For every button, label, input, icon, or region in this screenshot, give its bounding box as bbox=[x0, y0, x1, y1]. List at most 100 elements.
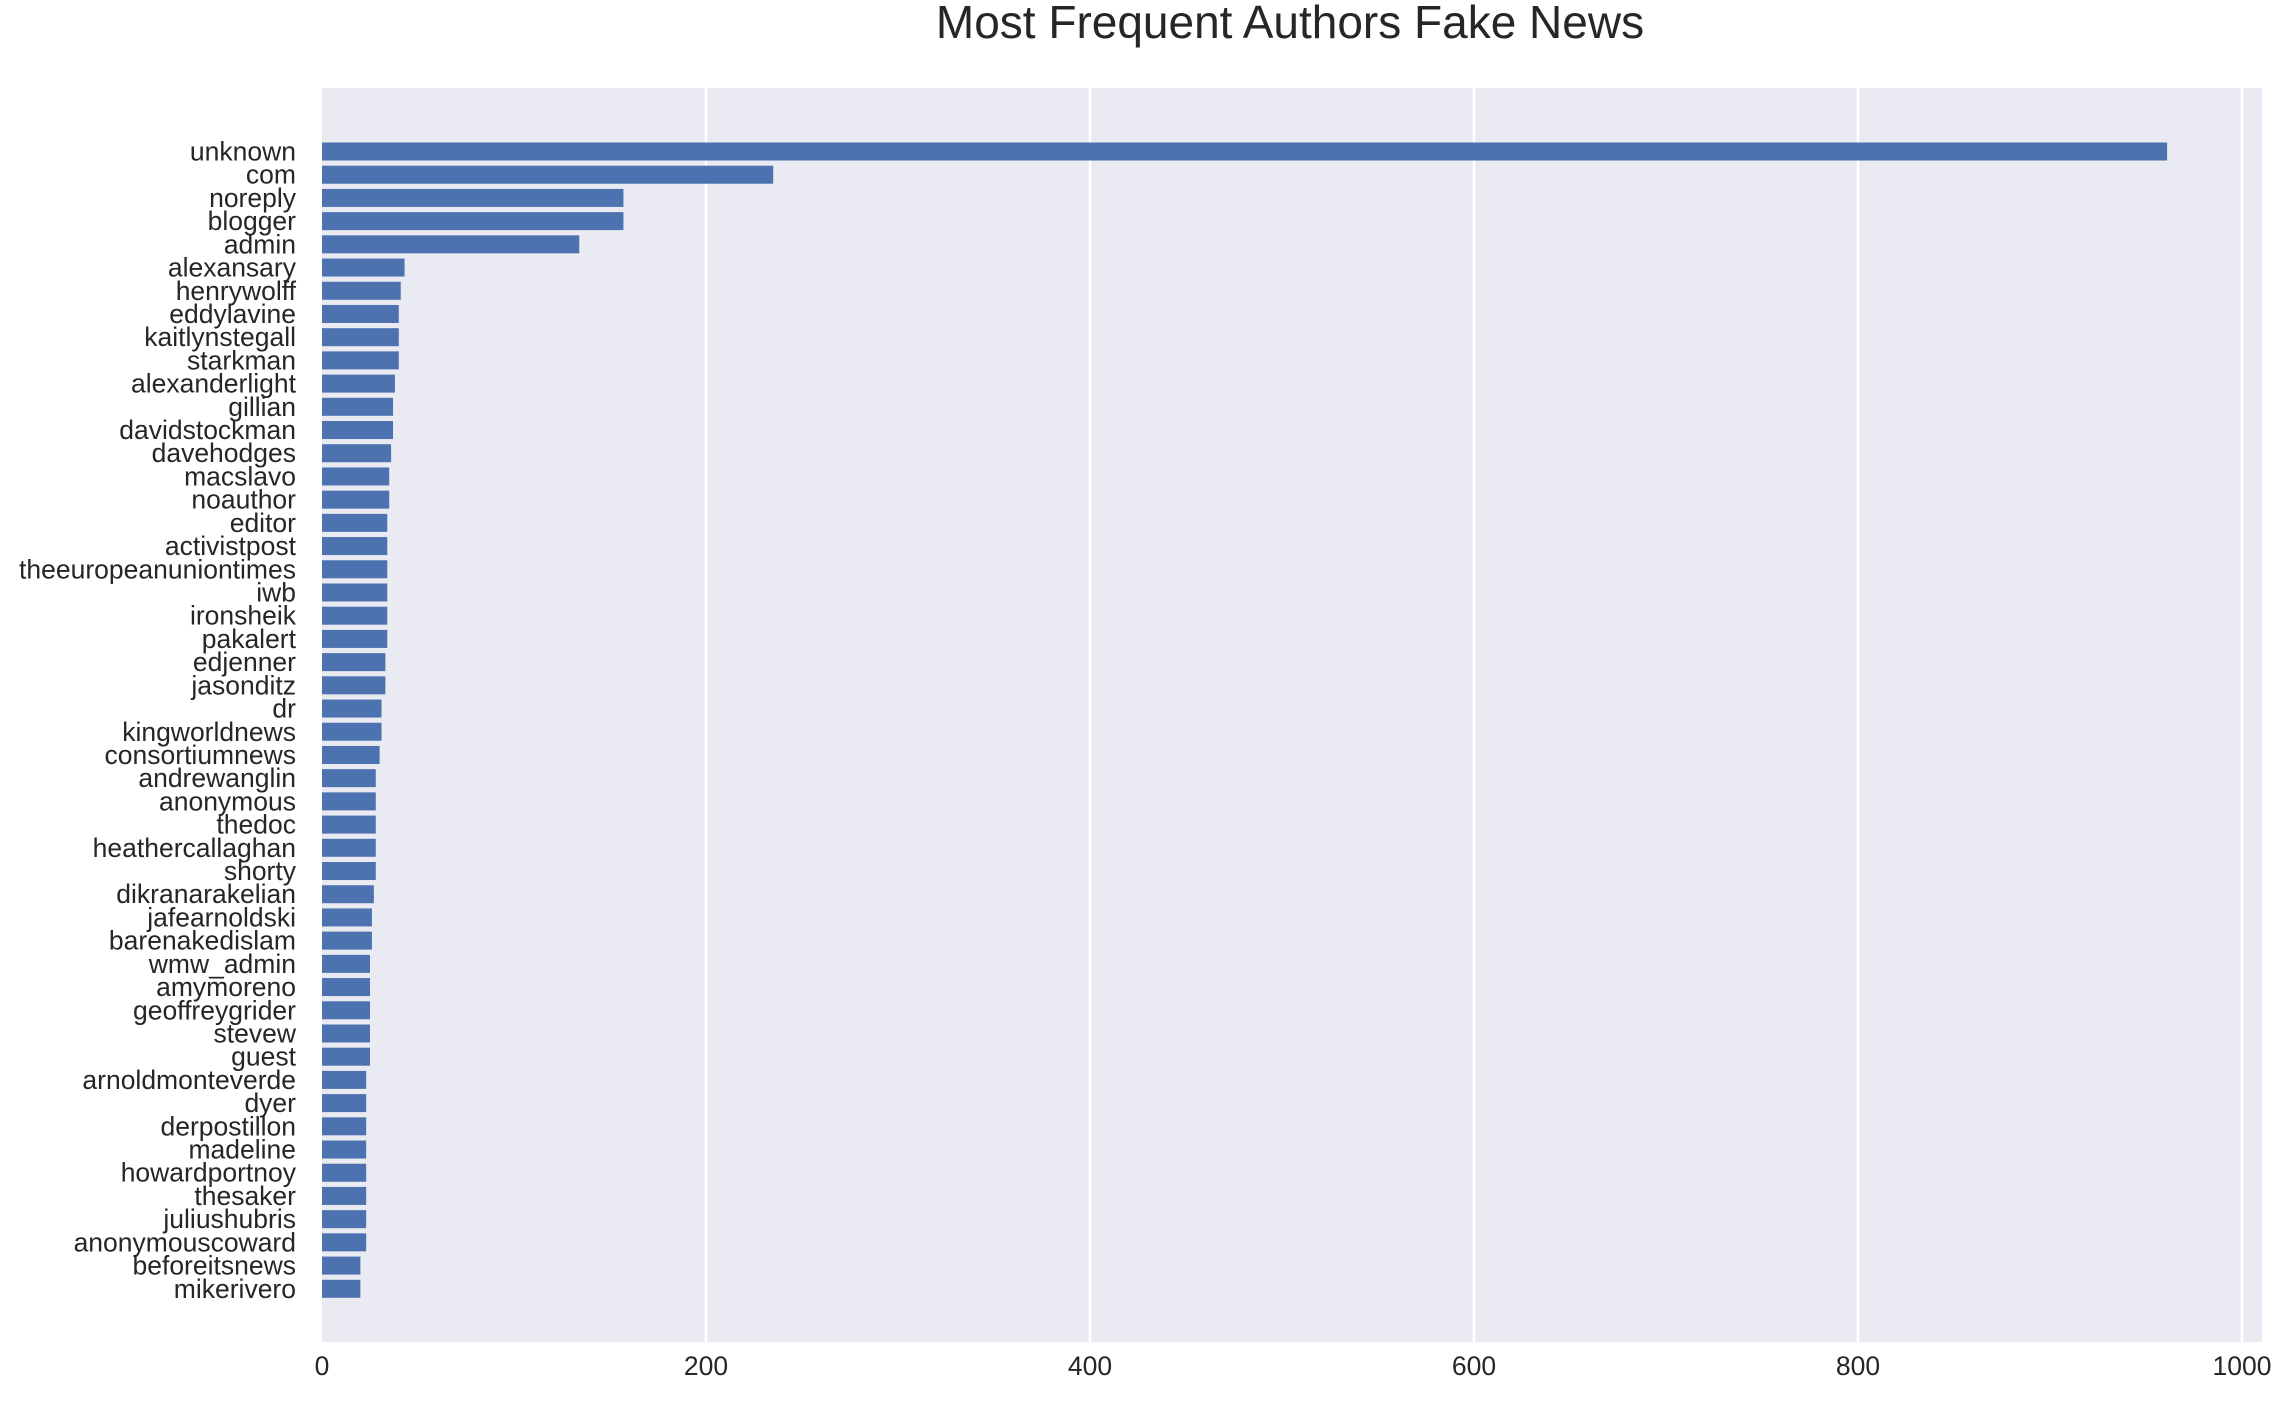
bar-jasonditz bbox=[322, 676, 386, 695]
category-label: barenakedislam bbox=[109, 926, 296, 956]
x-tick-label: 0 bbox=[315, 1351, 330, 1381]
chart-title: Most Frequent Authors Fake News bbox=[936, 0, 1644, 48]
category-label: unknown bbox=[190, 137, 296, 167]
bar-com bbox=[322, 165, 774, 184]
bar-beforeitsnews bbox=[322, 1256, 361, 1275]
category-label: davehodges bbox=[152, 438, 296, 468]
category-label: thesaker bbox=[194, 1181, 296, 1211]
category-label: kaitlynstegall bbox=[144, 322, 296, 352]
category-label: geoffreygrider bbox=[133, 995, 296, 1025]
category-label: guest bbox=[231, 1042, 296, 1072]
category-label: editor bbox=[230, 508, 296, 538]
bar-editor bbox=[322, 513, 388, 532]
category-label: eddylavine bbox=[169, 299, 296, 329]
bar-alexanderlight bbox=[322, 374, 395, 393]
category-label: consortiumnews bbox=[105, 740, 296, 770]
bar-wmw_admin bbox=[322, 954, 370, 973]
bar-jafearnoldski bbox=[322, 908, 372, 927]
x-tick-label: 800 bbox=[1836, 1351, 1880, 1381]
bar-anonymouscoward bbox=[322, 1233, 367, 1252]
bar-noreply bbox=[322, 188, 624, 207]
bar-davehodges bbox=[322, 444, 392, 463]
category-label: iwb bbox=[256, 577, 296, 607]
x-tick-label: 400 bbox=[1068, 1351, 1112, 1381]
category-label: dr bbox=[272, 694, 296, 724]
category-label: stevew bbox=[214, 1018, 297, 1048]
category-label: edjenner bbox=[193, 647, 296, 677]
bar-dikranarakelian bbox=[322, 885, 374, 904]
category-label: pakalert bbox=[202, 624, 297, 654]
category-label: alexanderlight bbox=[131, 369, 297, 399]
bar-ironsheik bbox=[322, 606, 388, 625]
bar-geoffreygrider bbox=[322, 1001, 370, 1020]
bar-macslavo bbox=[322, 467, 390, 486]
grid-lines bbox=[704, 88, 2244, 1342]
category-label: madeline bbox=[188, 1135, 296, 1165]
bar-iwb bbox=[322, 583, 388, 602]
category-label: ironsheik bbox=[190, 601, 297, 631]
bar-dr bbox=[322, 699, 382, 718]
category-label: activistpost bbox=[165, 531, 297, 561]
x-tick-label: 200 bbox=[684, 1351, 728, 1381]
category-label: derpostillon bbox=[160, 1111, 296, 1141]
category-label: alexansary bbox=[168, 253, 297, 283]
bar-mikerivero bbox=[322, 1279, 361, 1298]
bar-admin bbox=[322, 235, 580, 254]
category-label: dyer bbox=[244, 1088, 296, 1118]
category-label: theeuropeanuniontimes bbox=[19, 554, 296, 584]
category-label: amymoreno bbox=[156, 972, 296, 1002]
bar-stevew bbox=[322, 1024, 370, 1043]
category-label: anonymous bbox=[159, 786, 296, 816]
x-tick-label: 1000 bbox=[2213, 1351, 2272, 1381]
bar-howardportnoy bbox=[322, 1163, 367, 1182]
bar-juliushubris bbox=[322, 1210, 367, 1229]
category-label: howardportnoy bbox=[121, 1158, 297, 1188]
category-label: shorty bbox=[224, 856, 297, 886]
bars bbox=[322, 142, 2168, 1298]
bar-consortiumnews bbox=[322, 745, 380, 764]
bar-thedoc bbox=[322, 815, 376, 834]
bar-anonymous bbox=[322, 792, 376, 811]
bar-theeuropeanuniontimes bbox=[322, 560, 388, 579]
bar-amymoreno bbox=[322, 978, 370, 997]
category-label: beforeitsnews bbox=[132, 1251, 296, 1281]
bar-shorty bbox=[322, 862, 376, 881]
bar-edjenner bbox=[322, 653, 386, 672]
category-label: andrewanglin bbox=[138, 763, 296, 793]
bar-kingworldnews bbox=[322, 722, 382, 741]
category-label: dikranarakelian bbox=[116, 879, 296, 909]
bar-kaitlynstegall bbox=[322, 328, 399, 347]
category-labels: unknowncomnoreplybloggeradminalexansaryh… bbox=[19, 137, 297, 1304]
bar-alexansary bbox=[322, 258, 405, 277]
bar-andrewanglin bbox=[322, 769, 376, 788]
bar-noauthor bbox=[322, 490, 390, 509]
category-label: thedoc bbox=[216, 810, 296, 840]
bar-gillian bbox=[322, 397, 394, 416]
category-label: com bbox=[246, 160, 296, 190]
bar-pakalert bbox=[322, 629, 388, 648]
bar-derpostillon bbox=[322, 1117, 367, 1136]
bar-madeline bbox=[322, 1140, 367, 1159]
bar-unknown bbox=[322, 142, 2168, 161]
category-label: arnoldmonteverde bbox=[82, 1065, 296, 1095]
category-label: blogger bbox=[208, 206, 297, 236]
bar-activistpost bbox=[322, 537, 388, 556]
category-label: mikerivero bbox=[174, 1274, 296, 1304]
category-label: macslavo bbox=[184, 461, 296, 491]
category-label: henrywolff bbox=[176, 276, 297, 306]
category-label: jasonditz bbox=[190, 670, 296, 700]
category-label: wmw_admin bbox=[148, 949, 296, 979]
category-label: heathercallaghan bbox=[93, 833, 296, 863]
plot-area bbox=[322, 88, 2262, 1342]
category-label: noauthor bbox=[191, 485, 296, 515]
bar-eddylavine bbox=[322, 304, 399, 323]
category-label: juliushubris bbox=[162, 1204, 296, 1234]
bar-arnoldmonteverde bbox=[322, 1070, 367, 1089]
bar-henrywolff bbox=[322, 281, 401, 300]
bar-dyer bbox=[322, 1094, 367, 1113]
category-label: gillian bbox=[228, 392, 296, 422]
category-label: jafearnoldski bbox=[146, 902, 296, 932]
bar-heathercallaghan bbox=[322, 838, 376, 857]
category-label: noreply bbox=[209, 183, 297, 213]
